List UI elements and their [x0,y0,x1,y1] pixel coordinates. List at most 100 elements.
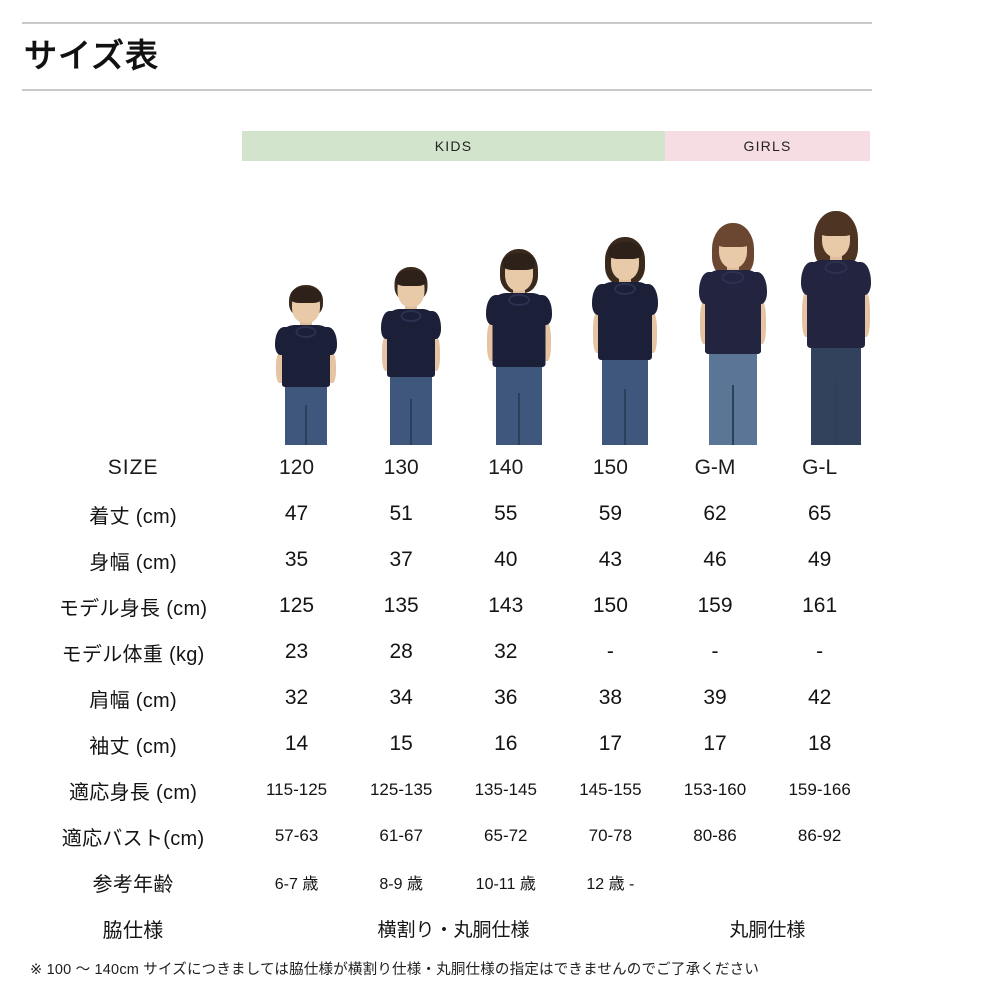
header-cell-150: 150 [558,445,663,491]
cell-mihaba-120: 35 [284,548,309,571]
size-table: SIZE 120 130 140 150 G-M G-L 着丈 (cm) 47 … [22,445,872,951]
table-row: 肩幅 (cm) 32 34 36 38 39 42 [22,675,872,721]
cell-model-height-140: 143 [488,594,524,617]
cell-mihaba-150: 43 [598,548,623,571]
cell-kijou-140: 55 [494,502,518,525]
table-row: 適応身長 (cm) 115-125 125-135 135-145 145-15… [22,767,872,813]
table-row: 身幅 (cm) 35 37 40 43 46 49 [22,537,872,583]
cell-ref-age-120: 6-7 歳 [274,876,319,893]
table-row: 参考年齢 6-7 歳 8-9 歳 10-11 歳 12 歳 - [22,859,872,905]
cell-sodetake-130: 15 [389,732,413,755]
row-label-model-height: モデル身長 (cm) [58,597,208,620]
cell-katahaba-120: 32 [284,686,309,709]
cell-mihaba-140: 40 [494,548,518,571]
banner-segment-kids: KIDS [242,131,665,161]
table-row: 適応バスト(cm) 57-63 61-67 65-72 70-78 80-86 … [22,813,872,859]
cell-katahaba-130: 34 [389,686,413,709]
row-label-mihaba: 身幅 (cm) [89,551,177,574]
cell-ref-age-140: 10-11 歳 [475,876,536,893]
cell-ref-age-130: 8-9 歳 [379,876,423,893]
cell-model-weight-gl: - [816,640,824,663]
page-title-block: サイズ表 [22,22,872,91]
header-cell-120: 120 [244,445,349,491]
cell-model-height-gl: 161 [802,594,838,617]
cell-ref-age-gm [663,859,768,905]
cell-sodetake-150: 17 [598,732,623,755]
cell-kijou-150: 59 [598,502,623,525]
header-cell-140: 140 [453,445,559,491]
cell-fit-bust-gl: 86-92 [797,826,842,845]
cell-katahaba-gm: 39 [703,686,727,709]
table-row-spec: 脇仕様 横割り・丸胴仕様 丸胴仕様 [22,905,872,951]
cell-model-weight-130: 28 [389,640,413,663]
cell-model-height-150: 150 [592,594,628,617]
header-cell-size: SIZE [22,445,245,491]
row-label-fit-bust: 適応バスト(cm) [61,827,205,850]
cell-model-height-120: 125 [279,594,315,617]
cell-waki-spec-kids: 横割り・丸胴仕様 [377,919,530,941]
cell-sodetake-gm: 17 [703,732,727,755]
row-label-waki-spec: 脇仕様 [102,919,164,942]
cell-fit-bust-gm: 80-86 [693,826,737,845]
cell-model-height-130: 135 [383,594,419,617]
model-kids-120 [264,285,348,445]
footnote-text: ※ 100 〜 140cm サイズにつきましては脇仕様が横割り仕様・丸胴仕様の指… [30,962,760,978]
cell-ref-age-gl [767,859,872,905]
table-row: モデル身長 (cm) 125 135 143 150 159 161 [22,583,872,629]
header-cell-gm: G-M [662,445,768,491]
cell-model-weight-150: - [606,640,614,663]
model-photo-strip [242,170,871,445]
cell-fit-bust-150: 70-78 [588,826,633,845]
model-girls-gm [686,223,780,445]
cell-fit-height-140: 135-145 [474,780,537,799]
cell-kijou-gl: 65 [807,502,832,525]
row-label-model-weight: モデル体重 (kg) [61,643,205,666]
banner-segment-girls: GIRLS [665,131,870,161]
row-label-fit-height: 適応身長 (cm) [69,781,198,804]
page-title: サイズ表 [24,37,160,74]
row-label-kijou: 着丈 (cm) [89,505,177,528]
table-header-row: SIZE 120 130 140 150 G-M G-L [22,445,872,491]
model-girls-gl [788,211,884,445]
header-cell-gl: G-L [767,445,872,491]
table-row: 着丈 (cm) 47 51 55 59 62 65 [22,491,872,537]
table-row: モデル体重 (kg) 23 28 32 - - - [22,629,872,675]
row-label-katahaba: 肩幅 (cm) [89,689,177,712]
cell-kijou-130: 51 [389,502,413,525]
row-label-sodetake: 袖丈 (cm) [89,735,177,758]
model-kids-140 [474,249,564,445]
table-row: 袖丈 (cm) 14 15 16 17 17 18 [22,721,872,767]
cell-sodetake-gl: 18 [807,732,832,755]
cell-model-weight-gm: - [711,640,719,663]
size-table-wrap: SIZE 120 130 140 150 G-M G-L 着丈 (cm) 47 … [22,445,872,951]
cell-fit-height-130: 125-135 [369,780,433,799]
category-banner: KIDS GIRLS [242,131,870,161]
cell-kijou-120: 47 [284,502,309,525]
cell-ref-age-150: 12 歳 - [586,876,635,893]
cell-model-height-gm: 159 [697,594,733,617]
cell-sodetake-120: 14 [284,732,309,755]
title-rule-top [22,22,872,24]
cell-fit-height-120: 115-125 [265,780,328,799]
cell-waki-spec-girls: 丸胴仕様 [729,919,806,941]
row-label-ref-age: 参考年齢 [92,873,174,896]
cell-fit-height-gm: 153-160 [683,780,747,799]
cell-katahaba-150: 38 [598,686,623,709]
title-rule-bottom [22,89,872,91]
cell-mihaba-gl: 49 [807,548,832,571]
cell-katahaba-140: 36 [494,686,518,709]
cell-kijou-gm: 62 [703,502,727,525]
cell-sodetake-140: 16 [494,732,518,755]
cell-fit-height-gl: 159-166 [788,780,851,799]
cell-fit-bust-130: 61-67 [379,826,423,845]
model-kids-130 [369,267,453,445]
cell-fit-height-150: 145-155 [579,780,642,799]
cell-mihaba-130: 37 [389,548,413,571]
cell-fit-bust-120: 57-63 [274,826,319,845]
cell-katahaba-gl: 42 [807,686,832,709]
model-kids-150 [579,237,671,445]
header-cell-130: 130 [348,445,454,491]
cell-model-weight-140: 32 [494,640,518,663]
cell-mihaba-gm: 46 [703,548,727,571]
cell-model-weight-120: 23 [284,640,309,663]
